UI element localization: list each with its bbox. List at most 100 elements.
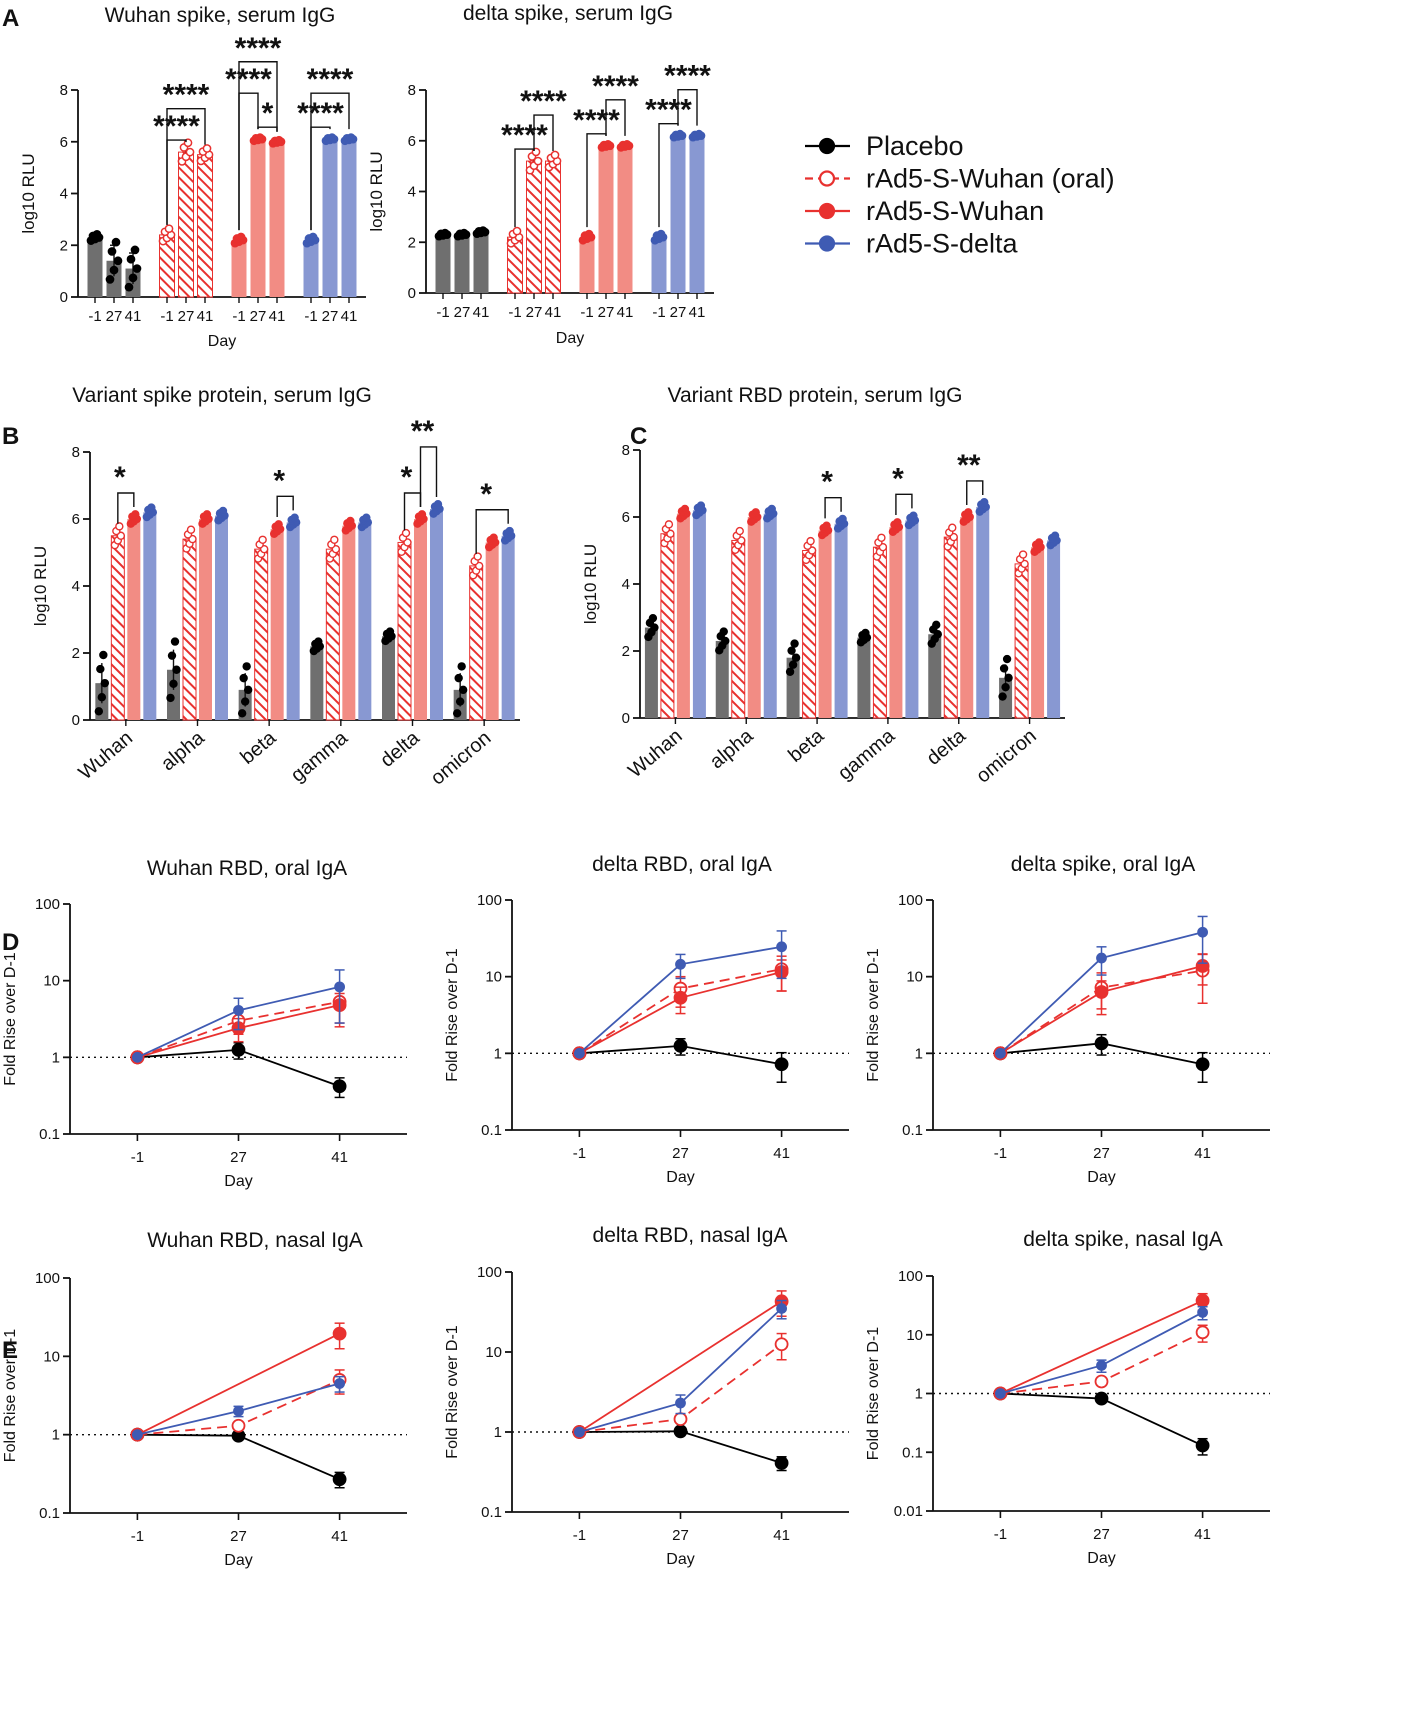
data-point-oral xyxy=(948,523,957,532)
y-tick-label: 4 xyxy=(60,186,68,203)
x-tick-label: -1 xyxy=(232,308,245,325)
chart-title: Wuhan spike, serum IgG xyxy=(105,4,336,27)
data-point-placebo xyxy=(1002,654,1012,664)
x-axis-label: Day xyxy=(1087,1169,1115,1186)
data-point-wuhan xyxy=(1195,1293,1210,1308)
bar-placebo xyxy=(435,234,451,293)
y-tick-label: 2 xyxy=(60,237,68,254)
legend-marker-delta xyxy=(818,235,836,252)
y-tick-label: 8 xyxy=(408,82,416,99)
data-point-delta xyxy=(233,1405,244,1417)
data-point-delta xyxy=(694,129,704,139)
data-point-placebo xyxy=(1094,1036,1109,1051)
data-point-placebo xyxy=(113,256,123,266)
y-tick-label: 8 xyxy=(72,444,80,461)
bar-delta xyxy=(670,135,686,293)
bar-delta xyxy=(286,522,300,720)
x-tick-label: -1 xyxy=(131,1149,144,1166)
bar-wuhan xyxy=(579,237,595,293)
bar-placebo xyxy=(857,637,871,718)
data-point-delta xyxy=(838,514,847,524)
y-tick-label: 1 xyxy=(915,1045,923,1062)
significance-label: * xyxy=(480,478,492,511)
data-point-placebo xyxy=(673,1039,688,1053)
category-label: beta xyxy=(236,726,281,768)
bar-wuhan xyxy=(127,519,141,720)
data-point-placebo xyxy=(459,228,469,238)
category-label: delta xyxy=(923,724,971,769)
significance-bracket xyxy=(677,88,698,126)
x-tick-label: 41 xyxy=(197,308,214,325)
significance-label: **** xyxy=(235,32,282,65)
bar-oral xyxy=(872,546,887,719)
bar-oral xyxy=(110,535,125,721)
bar-delta xyxy=(358,522,372,720)
x-tick-label: 41 xyxy=(617,304,634,321)
data-point-wuhan xyxy=(202,510,212,519)
bar-placebo xyxy=(928,634,942,718)
category-label: omicron xyxy=(972,725,1041,788)
data-point-placebo xyxy=(455,697,465,706)
data-point-wuhan xyxy=(274,520,283,529)
data-point-oral xyxy=(664,520,674,529)
bar-delta xyxy=(692,510,706,718)
category-label: beta xyxy=(784,724,829,766)
data-point-placebo xyxy=(440,228,450,238)
category-label: Wuhan xyxy=(75,727,137,784)
y-tick-label: 0.1 xyxy=(902,1444,923,1461)
bar-oral xyxy=(254,548,269,721)
x-tick-label: 27 xyxy=(230,1149,247,1166)
data-point-placebo xyxy=(1001,682,1010,692)
x-tick-label: -1 xyxy=(88,308,101,325)
bar-delta xyxy=(689,135,705,293)
bar-oral xyxy=(660,533,675,719)
y-tick-label: 0.1 xyxy=(481,1504,502,1521)
bar-delta xyxy=(322,139,338,297)
bar-delta xyxy=(501,535,515,720)
significance-label: * xyxy=(821,466,833,499)
data-point-oral xyxy=(164,224,174,234)
data-point-oral xyxy=(186,525,196,534)
significance-label: * xyxy=(114,461,126,494)
data-point-delta xyxy=(1197,926,1208,938)
bar-wuhan xyxy=(676,513,690,718)
y-tick-label: 100 xyxy=(35,896,60,913)
significance-bracket xyxy=(310,92,350,231)
x-tick-label: 41 xyxy=(331,1528,348,1545)
bar-delta xyxy=(341,139,357,297)
data-point-placebo xyxy=(231,1043,246,1057)
x-axis-label: Day xyxy=(556,330,584,347)
chart-title: Wuhan RBD, oral IgA xyxy=(147,857,347,880)
x-tick-label: 27 xyxy=(250,308,267,325)
bar-wuhan xyxy=(199,519,212,720)
data-point-placebo xyxy=(96,664,105,674)
y-axis-label: log10 RLU xyxy=(19,153,38,233)
x-tick-label: 41 xyxy=(341,308,358,325)
data-point-oral xyxy=(258,535,267,544)
data-point-wuhan xyxy=(489,533,498,542)
data-point-placebo xyxy=(673,1424,688,1439)
y-tick-label: 10 xyxy=(906,969,923,986)
data-point-oral xyxy=(185,147,195,157)
bar-wuhan xyxy=(414,519,427,720)
x-axis-label: Day xyxy=(224,1552,252,1569)
data-point-delta xyxy=(776,1303,787,1314)
significance-label: **** xyxy=(664,60,711,93)
x-tick-label: 41 xyxy=(125,308,142,325)
data-point-placebo xyxy=(458,685,468,695)
legend-marker-wuhan xyxy=(818,202,836,220)
data-point-placebo xyxy=(787,646,796,655)
bar-wuhan xyxy=(485,542,499,720)
x-tick-label: 41 xyxy=(1194,1145,1211,1162)
data-point-delta xyxy=(696,501,706,510)
significance-label: * xyxy=(401,461,413,494)
legend-label-delta: rAd5-S-delta xyxy=(866,229,1019,259)
bar-oral xyxy=(526,160,542,294)
x-axis-label: Day xyxy=(208,333,236,350)
bar-wuhan xyxy=(889,527,903,718)
data-point-placebo xyxy=(111,237,121,247)
data-point-placebo xyxy=(109,265,119,275)
bar-oral xyxy=(182,538,197,721)
significance-bracket xyxy=(166,107,206,225)
